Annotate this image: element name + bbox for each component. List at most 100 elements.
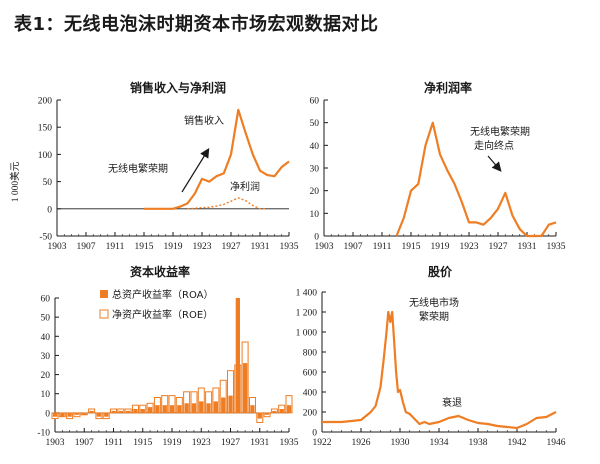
price-y-tick-label: 200: [303, 409, 318, 419]
margin-x-tick-label: 1911: [373, 242, 392, 252]
roa-bar: [155, 405, 160, 413]
sales-x-tick-label: 1915: [135, 242, 154, 252]
roa-bar: [228, 395, 233, 413]
roa-y-tick-label: 30: [41, 352, 51, 362]
roa-bar: [191, 403, 197, 413]
sales-ylabel: 1 000美元: [9, 161, 21, 202]
roa-bar: [243, 363, 248, 413]
roa-bar: [250, 405, 255, 413]
roa-bar: [235, 298, 240, 413]
roa-bar: [118, 410, 123, 413]
price-x-tick-label: 1934: [430, 438, 449, 448]
price-y-tick-label: 1 400: [296, 289, 318, 299]
roa-y-tick-label: 0: [45, 409, 50, 419]
roa-x-tick-label: 1915: [133, 438, 152, 448]
boom-arrow: [181, 147, 210, 193]
roa-y-tick-label: 50: [41, 314, 51, 324]
roa-bar: [74, 412, 80, 415]
sales-revenue-line: [144, 108, 290, 210]
margin-y-tick-label: 10: [310, 210, 320, 220]
sales-x-tick-label: 1903: [48, 242, 67, 252]
margin-x-tick-label: 1907: [344, 242, 363, 252]
roa-bar: [199, 401, 204, 413]
roa-y-tick-label: 20: [41, 371, 51, 381]
roa-bar: [96, 412, 101, 417]
sales-x-tick-label: 1907: [77, 242, 96, 252]
margin-arrow: [487, 155, 502, 172]
margin-y-tick-label: 20: [310, 187, 320, 197]
roa-bar: [264, 412, 270, 415]
roa-y-tick-label: 40: [41, 333, 51, 343]
margin-x-tick-label: 1931: [518, 242, 537, 252]
price-y-tick-label: 400: [303, 389, 318, 399]
roa-y-tick-label: -10: [37, 429, 50, 439]
price-x-tick-label: 1922: [313, 438, 332, 448]
sales-y-tick-label: -50: [39, 233, 52, 243]
price-y-tick-label: 0: [312, 429, 317, 439]
sales-x-tick-label: 1923: [193, 242, 212, 252]
roa-bar: [257, 412, 262, 419]
roa-x-tick-label: 1927: [221, 438, 240, 448]
sales-x-tick-label: 1931: [251, 242, 270, 252]
annotation-price-boom: 繁荣期: [419, 310, 449, 323]
roa-bar: [184, 403, 189, 413]
roa-bar: [162, 405, 167, 413]
annotation-net-profit: 净利润: [230, 180, 260, 193]
sales-x-tick-label: 1911: [106, 242, 125, 252]
price-x-tick-label: 1942: [508, 438, 527, 448]
sales-x-tick-label: 1935: [280, 242, 299, 252]
roa-bar: [133, 409, 138, 413]
roa-bar: [126, 410, 131, 413]
annotation-radio-boom: 无线电繁荣期: [108, 162, 168, 175]
roa-x-tick-label: 1935: [280, 438, 299, 448]
price-x-tick-label: 1938: [469, 438, 488, 448]
roa-bar: [213, 401, 218, 413]
roa-y-tick-label: 60: [41, 295, 51, 305]
roa-x-tick-label: 1923: [192, 438, 211, 448]
margin-x-tick-label: 1919: [431, 242, 450, 252]
roa-bar: [286, 405, 292, 413]
roa-bar: [169, 405, 175, 413]
sales-y-tick-label: 50: [43, 178, 53, 188]
stock-price-line: [322, 310, 557, 430]
margin-x-tick-label: 1935: [547, 242, 566, 252]
sales-y-tick-label: 100: [38, 151, 53, 161]
page-title: 表1：无线电泡沫时期资本市场宏观数据对比: [14, 14, 379, 35]
roa-bar: [140, 409, 145, 413]
roa-x-tick-label: 1903: [46, 438, 65, 448]
legend-swatch-roa: [100, 290, 108, 298]
roa-bar: [177, 405, 182, 413]
price-y-tick-label: 600: [303, 369, 318, 379]
legend-label-roe: 净资产收益率（ROE）: [112, 308, 213, 321]
sales-y-tick-label: 0: [47, 205, 52, 215]
panel-title-margin: 净利润率: [424, 80, 472, 95]
annotation-margin-boom: 无线电繁荣期: [470, 125, 530, 138]
panel-title-roa: 资本收益率: [130, 264, 190, 279]
panel-title-price: 股价: [428, 264, 453, 279]
price-y-tick-label: 1 000: [296, 329, 318, 339]
roa-y-tick-label: 10: [41, 390, 51, 400]
margin-y-tick-label: 0: [314, 233, 319, 243]
price-x-tick-label: 1926: [352, 438, 371, 448]
roa-bar: [272, 410, 277, 413]
sales-x-tick-label: 1927: [222, 242, 241, 252]
roa-x-tick-label: 1931: [250, 438, 269, 448]
roa-bar: [111, 410, 116, 413]
legend-label-roa: 总资产收益率（ROA）: [112, 288, 213, 301]
roa-x-tick-label: 1911: [104, 438, 123, 448]
margin-y-tick-label: 30: [310, 165, 320, 175]
sales-y-tick-label: 200: [38, 97, 53, 107]
margin-x-tick-label: 1915: [402, 242, 421, 252]
price-y-tick-label: 1 200: [296, 309, 318, 319]
legend-swatch-roe: [99, 309, 109, 319]
annotation-price-decline: 衰退: [442, 396, 462, 409]
sales-x-tick-label: 1919: [164, 242, 183, 252]
price-x-tick-label: 1930: [391, 438, 410, 448]
price-y-tick-label: 800: [303, 349, 318, 359]
roa-bar: [67, 412, 72, 417]
margin-y-tick-label: 40: [310, 142, 320, 152]
margin-x-tick-label: 1923: [460, 242, 479, 252]
margin-x-tick-label: 1903: [315, 242, 334, 252]
annotation-price-market: 无线电市场: [409, 296, 459, 309]
